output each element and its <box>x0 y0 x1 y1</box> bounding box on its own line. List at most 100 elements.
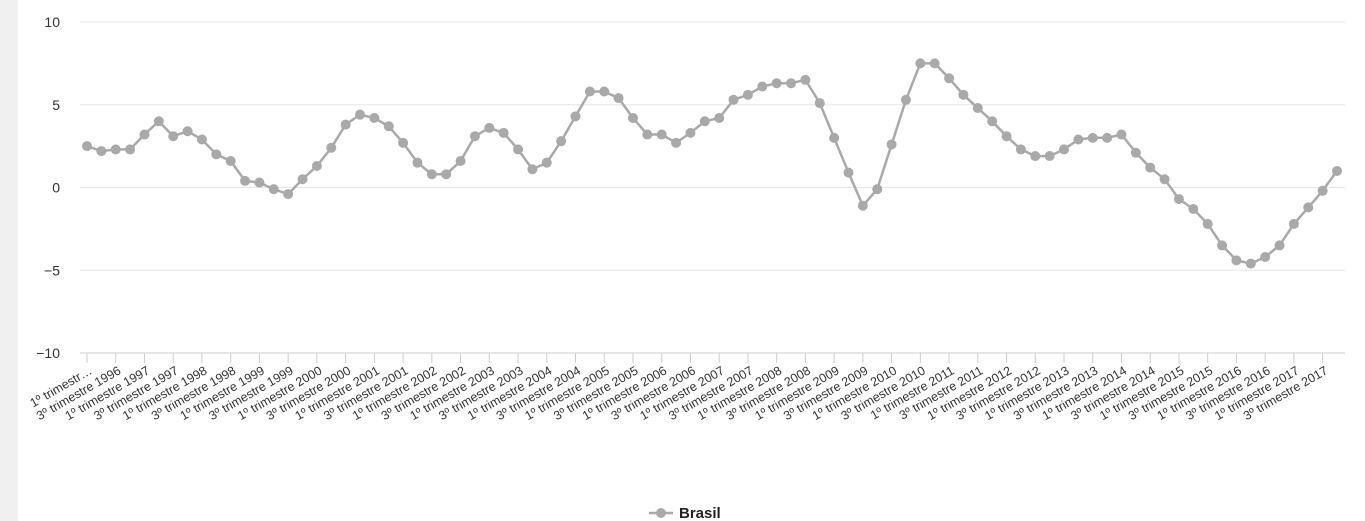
data-point[interactable] <box>211 149 222 160</box>
data-point[interactable] <box>426 169 437 180</box>
data-point[interactable] <box>1145 162 1156 173</box>
data-point[interactable] <box>1188 204 1199 215</box>
data-point[interactable] <box>929 58 940 69</box>
data-point[interactable] <box>1274 240 1285 251</box>
legend-label-brasil: Brasil <box>679 505 721 521</box>
data-point[interactable] <box>369 112 380 123</box>
data-point[interactable] <box>268 184 279 195</box>
data-point[interactable] <box>1102 132 1113 143</box>
data-point[interactable] <box>1260 252 1271 263</box>
y-tick-label: −5 <box>44 262 60 278</box>
data-point[interactable] <box>958 89 969 100</box>
grid-lines <box>80 21 1345 354</box>
data-point[interactable] <box>714 112 725 123</box>
y-tick-label: −10 <box>36 345 60 361</box>
data-point[interactable] <box>82 141 92 152</box>
data-point[interactable] <box>254 177 265 188</box>
data-point[interactable] <box>153 116 164 127</box>
legend[interactable]: Brasil <box>649 505 721 521</box>
data-point[interactable] <box>182 126 193 137</box>
y-tick-label: 10 <box>44 14 60 30</box>
y-tick-label: 5 <box>52 97 60 113</box>
data-point[interactable] <box>886 139 897 150</box>
data-point[interactable] <box>484 122 495 133</box>
data-point[interactable] <box>1130 147 1141 158</box>
data-point[interactable] <box>1231 255 1242 266</box>
data-point[interactable] <box>225 156 236 167</box>
data-point[interactable] <box>469 131 480 142</box>
data-point[interactable] <box>1202 218 1213 229</box>
data-point[interactable] <box>441 169 452 180</box>
data-point[interactable] <box>283 189 294 200</box>
data-point[interactable] <box>642 129 653 140</box>
data-point[interactable] <box>340 119 351 130</box>
data-point[interactable] <box>613 93 624 104</box>
data-point[interactable] <box>354 109 365 120</box>
data-point[interactable] <box>742 89 753 100</box>
data-point[interactable] <box>556 136 567 147</box>
data-point[interactable] <box>972 103 983 114</box>
data-point[interactable] <box>1087 132 1098 143</box>
data-point[interactable] <box>685 127 696 138</box>
data-point[interactable] <box>944 73 955 84</box>
data-point[interactable] <box>584 86 595 97</box>
data-point[interactable] <box>1030 151 1041 162</box>
data-point[interactable] <box>1059 144 1070 155</box>
data-point[interactable] <box>110 144 121 155</box>
data-point[interactable] <box>1245 258 1256 269</box>
data-point[interactable] <box>1001 131 1012 142</box>
data-point[interactable] <box>987 116 998 127</box>
data-point[interactable] <box>872 184 883 195</box>
data-point[interactable] <box>326 142 337 153</box>
y-tick-label: 0 <box>52 180 60 196</box>
data-point[interactable] <box>627 112 638 123</box>
data-point[interactable] <box>728 94 739 105</box>
y-axis-tick-labels: 10 5 0 −5 −10 <box>36 14 60 361</box>
data-point[interactable] <box>383 121 394 132</box>
data-point[interactable] <box>699 116 710 127</box>
data-point[interactable] <box>570 111 581 122</box>
data-point[interactable] <box>412 157 423 168</box>
data-point[interactable] <box>1332 165 1342 176</box>
data-point[interactable] <box>498 127 509 138</box>
data-point[interactable] <box>1015 144 1026 155</box>
data-point[interactable] <box>814 98 825 109</box>
data-point[interactable] <box>168 131 179 142</box>
data-point[interactable] <box>800 74 811 85</box>
data-point[interactable] <box>196 134 207 145</box>
data-point[interactable] <box>599 86 610 97</box>
data-point[interactable] <box>843 167 854 178</box>
data-point[interactable] <box>1073 134 1084 145</box>
data-point[interactable] <box>829 132 840 143</box>
data-point[interactable] <box>1173 194 1184 205</box>
data-point[interactable] <box>297 174 308 185</box>
series-line-brasil <box>86 62 1339 265</box>
data-point[interactable] <box>1303 202 1314 213</box>
data-point[interactable] <box>1288 218 1299 229</box>
data-point[interactable] <box>139 129 150 140</box>
data-point[interactable] <box>786 78 797 89</box>
data-point[interactable] <box>96 146 107 157</box>
data-point[interactable] <box>915 58 926 69</box>
legend-dot-marker <box>656 508 666 518</box>
data-point[interactable] <box>541 157 552 168</box>
data-point[interactable] <box>771 78 782 89</box>
series-brasil <box>82 58 1342 269</box>
data-point[interactable] <box>527 164 538 175</box>
data-point[interactable] <box>857 200 868 211</box>
data-point[interactable] <box>240 175 251 186</box>
data-point[interactable] <box>1159 174 1170 185</box>
data-point[interactable] <box>455 156 466 167</box>
data-point[interactable] <box>513 144 524 155</box>
data-point[interactable] <box>757 81 768 92</box>
data-point[interactable] <box>1317 185 1328 196</box>
data-point[interactable] <box>1044 151 1055 162</box>
data-point[interactable] <box>125 144 136 155</box>
data-point[interactable] <box>1217 240 1228 251</box>
data-point[interactable] <box>671 137 682 148</box>
data-point[interactable] <box>656 129 667 140</box>
data-point[interactable] <box>398 137 409 148</box>
data-point[interactable] <box>900 94 911 105</box>
data-point[interactable] <box>1116 129 1127 140</box>
data-point[interactable] <box>311 160 322 171</box>
